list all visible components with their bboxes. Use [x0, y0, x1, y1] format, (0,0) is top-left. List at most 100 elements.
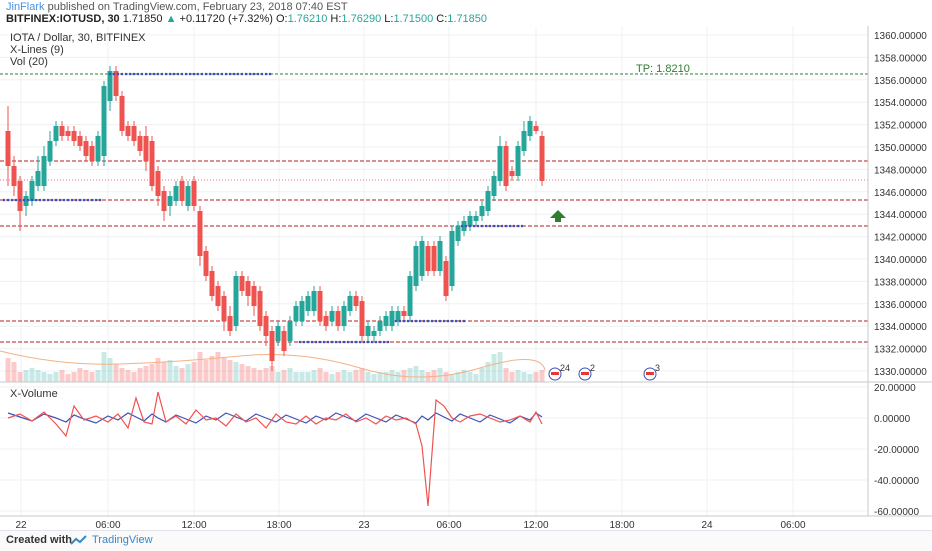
x-line-dot — [318, 340, 322, 344]
x-line-dot — [10, 198, 14, 202]
x-lines — [2, 72, 524, 344]
candle-body — [341, 306, 347, 326]
x-line-dot — [268, 72, 272, 76]
volume-bar — [455, 372, 461, 382]
event-flag-stripe — [646, 372, 654, 375]
price-tick-label: 1354.00000 — [874, 98, 927, 109]
volume-bar — [5, 358, 11, 382]
chart-area[interactable]: 24 2 3 1360.00000 1358.00000 1356.00000 1354.… — [0, 26, 932, 531]
x-line-dot — [402, 319, 406, 323]
volume-bar — [179, 368, 185, 382]
x-line-dot — [298, 340, 302, 344]
x-line-dot — [366, 340, 370, 344]
candle-body — [131, 126, 137, 141]
candle-body — [281, 331, 287, 351]
candle-body — [77, 136, 83, 146]
x-line-dot — [42, 198, 46, 202]
volume-bar — [137, 368, 143, 382]
candle-body — [275, 326, 281, 341]
vol-tick-label: -60.00000 — [874, 507, 919, 518]
volume-bar — [503, 368, 509, 382]
volume-bar — [461, 370, 467, 382]
symbol-label: BITFINEX:IOTUSD, 30 — [6, 13, 120, 25]
x-line-dot — [224, 72, 228, 76]
x-line-dot — [248, 72, 252, 76]
x-line-dot — [78, 198, 82, 202]
last-price: 1.71850 — [122, 13, 163, 25]
vol-tick-label: -20.00000 — [874, 445, 919, 456]
legend-xlines[interactable]: X-Lines (9) — [10, 44, 64, 56]
candle-body — [41, 156, 47, 186]
chart-canvas[interactable]: 24 2 3 1360.000001358.000001356.000001354.… — [0, 26, 932, 531]
x-line-dot — [208, 72, 212, 76]
candle-body — [101, 86, 107, 156]
tradingview-brand-link[interactable]: TradingView — [92, 534, 153, 546]
volume-bar — [539, 370, 545, 382]
candle-body — [71, 131, 77, 141]
candle-body — [347, 296, 353, 311]
candle-body — [179, 181, 185, 201]
x-line-dot — [14, 198, 18, 202]
author-link[interactable]: JinFlark — [6, 1, 45, 13]
price-tick-label: 1332.00000 — [874, 345, 927, 356]
volume-bar — [167, 360, 173, 382]
candle-body — [491, 176, 497, 196]
candle-body — [353, 296, 359, 306]
x-line-dot — [362, 340, 366, 344]
x-line-dot — [2, 198, 6, 202]
volume-bar — [431, 370, 437, 382]
x-line-dot — [34, 198, 38, 202]
candle-body — [401, 311, 407, 316]
volume-bar — [161, 362, 167, 382]
x-line-dot — [492, 224, 496, 228]
volume-bar — [59, 370, 65, 382]
candle-body — [443, 261, 449, 296]
volume-bar — [101, 352, 107, 382]
volume-bar — [257, 370, 263, 382]
x-line-dot — [50, 198, 54, 202]
volume-bar — [521, 372, 527, 382]
time-tick-label: 06:00 — [95, 520, 120, 530]
candle-body — [257, 291, 263, 326]
candle-body — [323, 316, 329, 326]
publish-info: published on TradingView.com, February 2… — [47, 1, 348, 13]
candle-body — [197, 211, 203, 256]
vol-tick-label: -40.00000 — [874, 476, 919, 487]
volume-bar — [527, 374, 533, 382]
x-line-dot — [406, 319, 410, 323]
x-line-dot — [434, 319, 438, 323]
candle-body — [107, 71, 113, 101]
x-line-dot — [86, 198, 90, 202]
volume-bar — [395, 372, 401, 382]
x-line-dot — [442, 319, 446, 323]
volume-bars — [5, 352, 545, 382]
candle-body — [425, 246, 431, 271]
candle-body — [395, 311, 401, 321]
x-line-dot — [382, 340, 386, 344]
candle-body — [305, 296, 311, 311]
candle-body — [455, 226, 461, 241]
time-tick-label: 23 — [358, 520, 370, 530]
candle-body — [431, 246, 437, 271]
volume-bar — [311, 370, 317, 382]
volume-bar — [209, 356, 215, 382]
x-line-dot — [172, 72, 176, 76]
x-line-dot — [252, 72, 256, 76]
x-line-dot — [504, 224, 508, 228]
price-tick-label: 1352.00000 — [874, 121, 927, 132]
candle-body — [287, 321, 293, 341]
volume-bar — [125, 370, 131, 382]
time-tick-label: 06:00 — [436, 520, 461, 530]
event-flag-stripe — [581, 372, 589, 375]
candle-body — [5, 131, 11, 166]
legend-vol[interactable]: Vol (20) — [10, 56, 48, 68]
volume-bar — [383, 372, 389, 382]
x-line-dot — [124, 72, 128, 76]
candle-body — [449, 231, 455, 286]
candle-body — [485, 191, 491, 211]
x-line-dot — [426, 319, 430, 323]
candle-body — [461, 221, 467, 231]
candle-body — [245, 281, 251, 296]
x-line-dot — [152, 72, 156, 76]
x-line-dot — [164, 72, 168, 76]
